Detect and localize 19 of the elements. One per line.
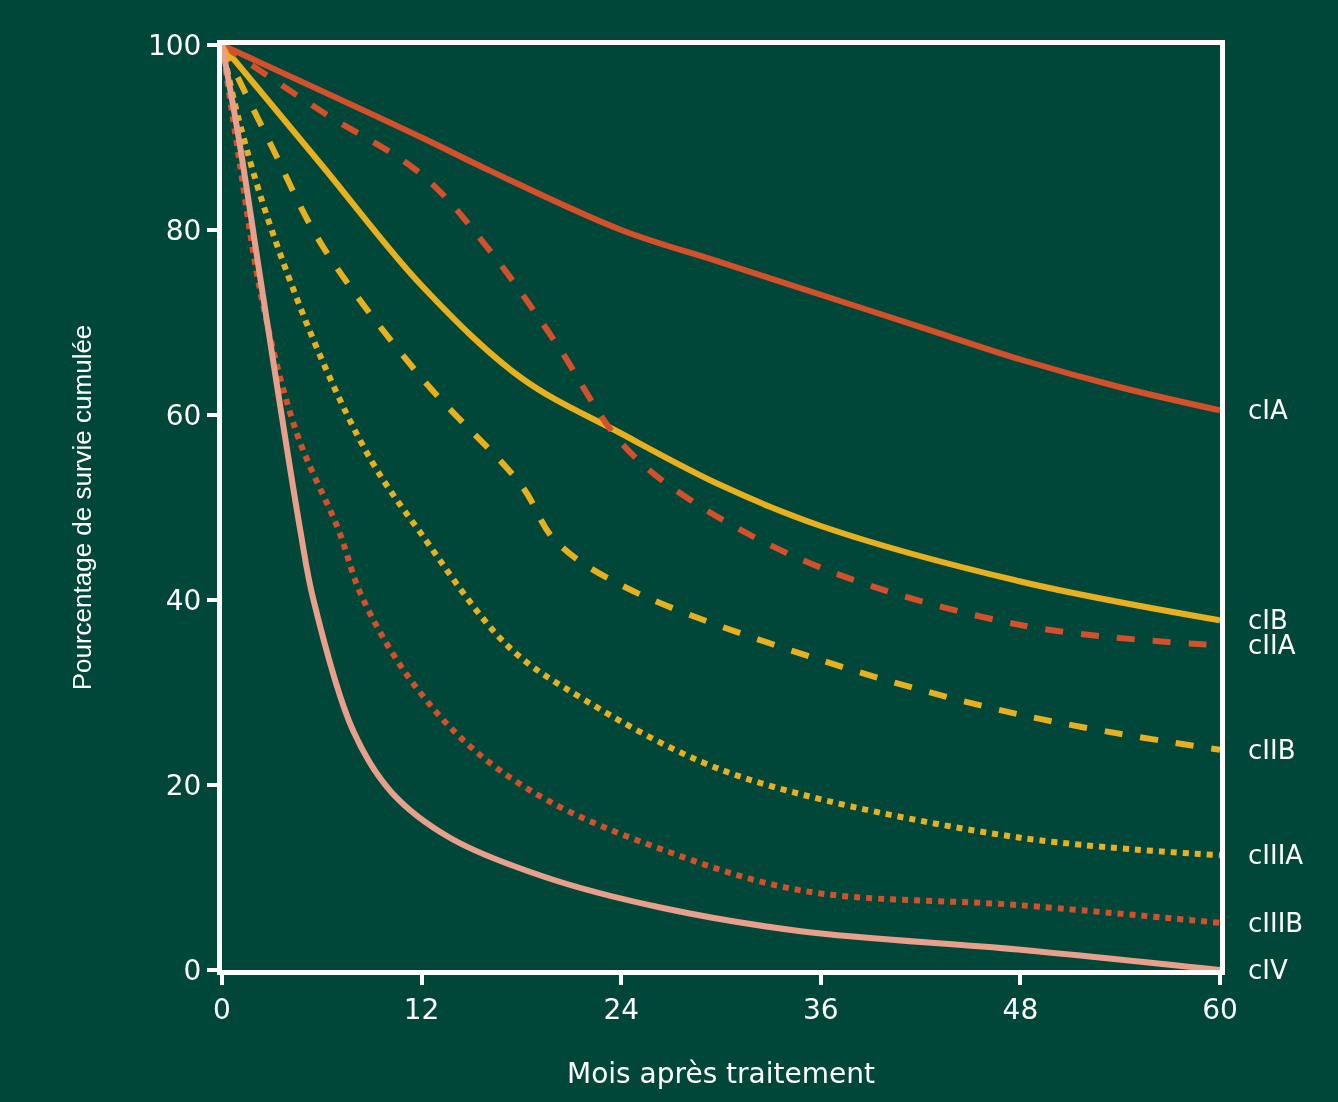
y-tick-label: 60 [165, 398, 202, 432]
x-tick-label: 60 [1202, 992, 1238, 1026]
series-label: cIIIA [1248, 840, 1304, 870]
y-tick-label: 20 [165, 768, 202, 802]
y-tick-label: 80 [165, 213, 202, 247]
y-tick-label: 40 [165, 583, 202, 617]
series-label: cIIIB [1248, 908, 1304, 938]
series-label: cIIB [1248, 735, 1296, 765]
x-tick-label: 36 [802, 992, 839, 1026]
series-label: cIV [1248, 955, 1288, 985]
x-tick-label: 12 [403, 992, 440, 1026]
y-tick-label: 100 [147, 28, 202, 62]
series-label: cIA [1248, 395, 1288, 425]
x-tick-label: 24 [603, 992, 640, 1026]
y-axis-title: Pourcentage de survie cumulée [67, 324, 98, 691]
x-tick-label: 0 [213, 992, 231, 1026]
x-tick-label: 48 [1002, 992, 1039, 1026]
y-tick-label: 0 [183, 953, 202, 987]
x-axis-title: Mois après traitement [567, 1056, 875, 1090]
